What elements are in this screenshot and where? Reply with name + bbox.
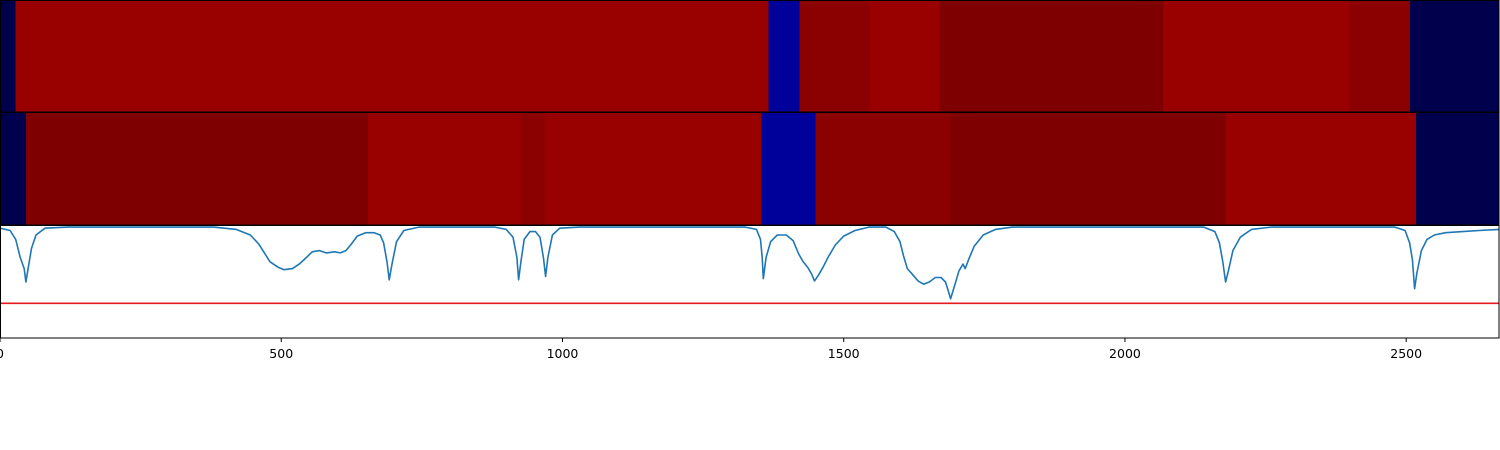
x-axis: 0 500 1000 1500 2000 2500 bbox=[0, 338, 1422, 361]
heatmap-segment bbox=[768, 1, 800, 112]
heatmap-segment bbox=[367, 113, 521, 225]
line-panel bbox=[0, 225, 1500, 339]
x-tick-label: 0 bbox=[0, 346, 4, 361]
heatmap-segment bbox=[815, 113, 952, 225]
heatmap-segment bbox=[938, 1, 1164, 112]
heatmap-segment bbox=[25, 113, 369, 225]
heatmap-segment bbox=[1225, 113, 1417, 225]
heatmap-segment bbox=[1410, 1, 1500, 112]
heatmap-segment bbox=[950, 113, 1227, 225]
heatmap-segment bbox=[15, 1, 769, 112]
x-tick-label: 1500 bbox=[828, 346, 860, 361]
panel-frame bbox=[0, 225, 1500, 339]
heatmap-segment bbox=[1163, 1, 1350, 112]
x-tick-label: 2500 bbox=[1390, 346, 1422, 361]
heatmap-segment bbox=[761, 113, 817, 225]
heatmap-segment bbox=[870, 1, 940, 112]
heatmap-segment bbox=[1348, 1, 1411, 112]
heatmap-panel-top bbox=[0, 0, 1500, 113]
x-tick-label: 500 bbox=[269, 346, 293, 361]
series-line bbox=[0, 226, 1500, 300]
x-tick-label: 1000 bbox=[547, 346, 579, 361]
heatmap-segment bbox=[0, 113, 27, 225]
x-tick-label: 2000 bbox=[1109, 346, 1141, 361]
heatmap-segment bbox=[0, 1, 17, 112]
heatmap-segment bbox=[799, 1, 871, 112]
heatmap-segment bbox=[520, 113, 546, 225]
heatmap-segment bbox=[1415, 113, 1500, 225]
heatmap-panel-middle bbox=[0, 112, 1500, 226]
heatmap-segment bbox=[544, 113, 763, 225]
